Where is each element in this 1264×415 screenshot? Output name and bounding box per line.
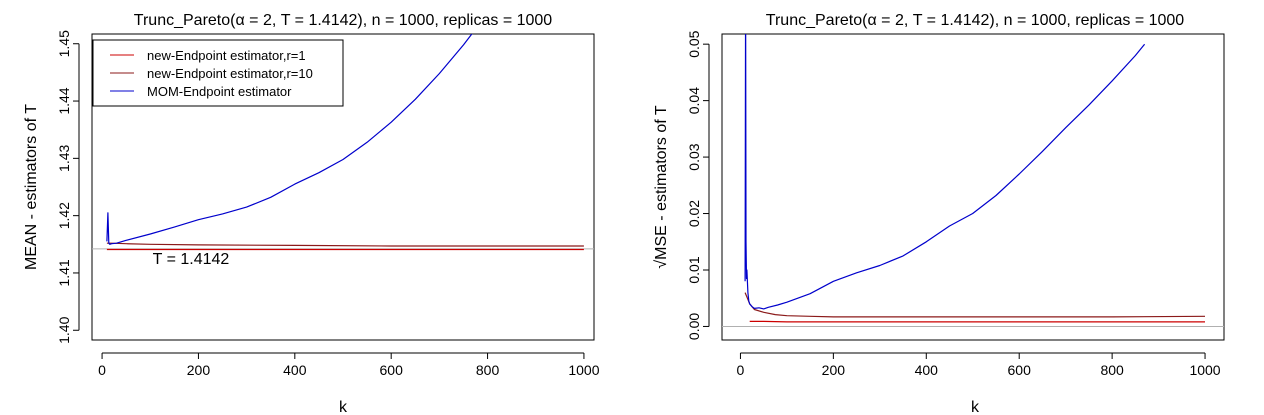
mean-y-tick-label: 1.41 xyxy=(56,259,72,286)
mean-y-tick-label: 1.40 xyxy=(56,316,72,343)
mean-plot-frame xyxy=(91,33,595,341)
rmse-y-tick-label: 0.05 xyxy=(686,30,702,57)
rmse-x-tick-label: 1000 xyxy=(1189,362,1220,378)
mean-series-new-endpoint-r10 xyxy=(106,242,584,247)
legend-label-mom-endpoint: MOM-Endpoint estimator xyxy=(147,84,292,99)
rmse-x-axis: 0 200 400 600 800 1000 xyxy=(737,352,1221,378)
mean-x-tick-label: 0 xyxy=(98,362,106,378)
mean-chart-title: Trunc_Pareto(α = 2, T = 1.4142), n = 100… xyxy=(134,12,553,29)
rmse-y-axis: 0.00 0.01 0.02 0.03 0.04 0.05 xyxy=(686,30,710,340)
rmse-plot-frame xyxy=(721,33,1225,341)
mean-y-tick-label: 1.42 xyxy=(56,202,72,229)
rmse-y-axis-label-text: MSE - estimators of T xyxy=(653,105,670,260)
rmse-y-tick-label: 0.04 xyxy=(686,87,702,114)
rmse-y-tick-label: 0.01 xyxy=(686,256,702,283)
mean-y-tick-label: 1.43 xyxy=(56,145,72,172)
rmse-y-axis-label-group: √MSE - estimators of T xyxy=(653,105,670,268)
mean-series-mom-endpoint xyxy=(106,34,473,245)
mean-y-axis: 1.40 1.41 1.42 1.43 1.44 1.45 xyxy=(56,30,80,344)
mean-x-axis-label: k xyxy=(339,399,348,415)
mean-y-axis-label: MEAN - estimators of T xyxy=(23,104,40,270)
rmse-chart-title: Trunc_Pareto(α = 2, T = 1.4142), n = 100… xyxy=(766,12,1185,29)
legend-label-new-endpoint-r10: new-Endpoint estimator,r=10 xyxy=(147,66,313,81)
rmse-x-tick-label: 800 xyxy=(1100,362,1124,378)
rmse-y-tick-label: 0.03 xyxy=(686,143,702,170)
legend-box xyxy=(92,39,344,107)
rmse-x-tick-label: 200 xyxy=(822,362,846,378)
rmse-y-tick-label: 0.00 xyxy=(686,313,702,340)
legend-label-new-endpoint-r1: new-Endpoint estimator,r=1 xyxy=(147,48,306,63)
legend: new-Endpoint estimator,r=1 new-Endpoint … xyxy=(92,39,344,107)
mean-y-tick-label: 1.44 xyxy=(56,87,72,114)
rmse-x-tick-label: 400 xyxy=(915,362,939,378)
mean-x-tick-label: 600 xyxy=(380,362,404,378)
rmse-series-new-endpoint-r1 xyxy=(749,320,1205,323)
rmse-series-new-endpoint-r10 xyxy=(744,292,1206,318)
mean-x-tick-label: 1000 xyxy=(568,362,599,378)
mean-y-tick-label: 1.45 xyxy=(56,30,72,57)
rmse-x-axis-label: k xyxy=(971,399,980,415)
mean-x-tick-label: 200 xyxy=(187,362,211,378)
mean-chart-panel: Trunc_Pareto(α = 2, T = 1.4142), n = 100… xyxy=(23,12,600,415)
rmse-y-axis-label: √MSE - estimators of T xyxy=(653,105,670,268)
rmse-chart-panel: Trunc_Pareto(α = 2, T = 1.4142), n = 100… xyxy=(653,12,1225,415)
mean-x-axis: 0 200 400 600 800 1000 xyxy=(98,352,600,378)
rmse-x-tick-label: 0 xyxy=(737,362,745,378)
mean-x-tick-label: 800 xyxy=(476,362,500,378)
sqrt-symbol: √ xyxy=(653,260,670,269)
rmse-x-tick-label: 600 xyxy=(1008,362,1032,378)
mean-x-tick-label: 400 xyxy=(283,362,307,378)
mean-reference-label: T = 1.4142 xyxy=(153,251,230,268)
rmse-y-tick-label: 0.02 xyxy=(686,200,702,227)
rmse-series-mom-endpoint xyxy=(744,34,1146,310)
